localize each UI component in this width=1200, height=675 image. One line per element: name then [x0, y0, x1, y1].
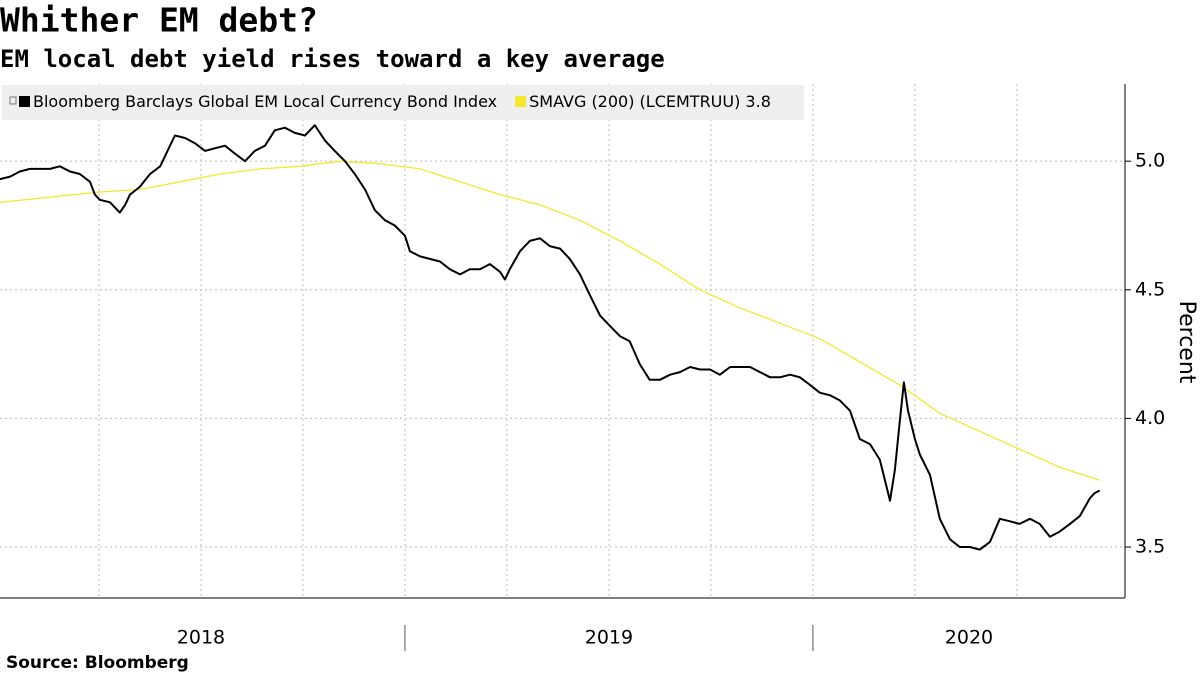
legend-box	[2, 85, 804, 120]
series-line	[0, 124, 1101, 551]
legend: Bloomberg Barclays Global EM Local Curre…	[9, 92, 771, 111]
x-tick-label: 2018	[177, 627, 225, 649]
legend-swatch	[19, 96, 30, 107]
legend-label: Bloomberg Barclays Global EM Local Curre…	[33, 92, 497, 111]
y-axis-label: Percent	[1174, 301, 1199, 384]
source: Source: Bloomberg	[6, 653, 189, 673]
x-tick-label: 2020	[945, 627, 993, 649]
lines	[0, 124, 1101, 551]
series-line	[0, 160, 1100, 481]
x-tick-label: 2019	[585, 627, 633, 649]
y-tick-label: 5.0	[1135, 150, 1165, 172]
y-tick-label: 4.0	[1135, 407, 1165, 429]
y-tick-label: 3.5	[1135, 536, 1165, 558]
legend-label: SMAVG (200) (LCEMTRUU) 3.8	[529, 92, 771, 111]
y-tick-label: 4.5	[1135, 278, 1165, 300]
chart-title: Whither EM debt?	[0, 1, 318, 40]
legend-icon	[9, 96, 17, 105]
grid	[0, 84, 1131, 599]
legend-swatch	[515, 96, 527, 107]
chart-subtitle: EM local debt yield rises toward a key a…	[0, 45, 665, 73]
